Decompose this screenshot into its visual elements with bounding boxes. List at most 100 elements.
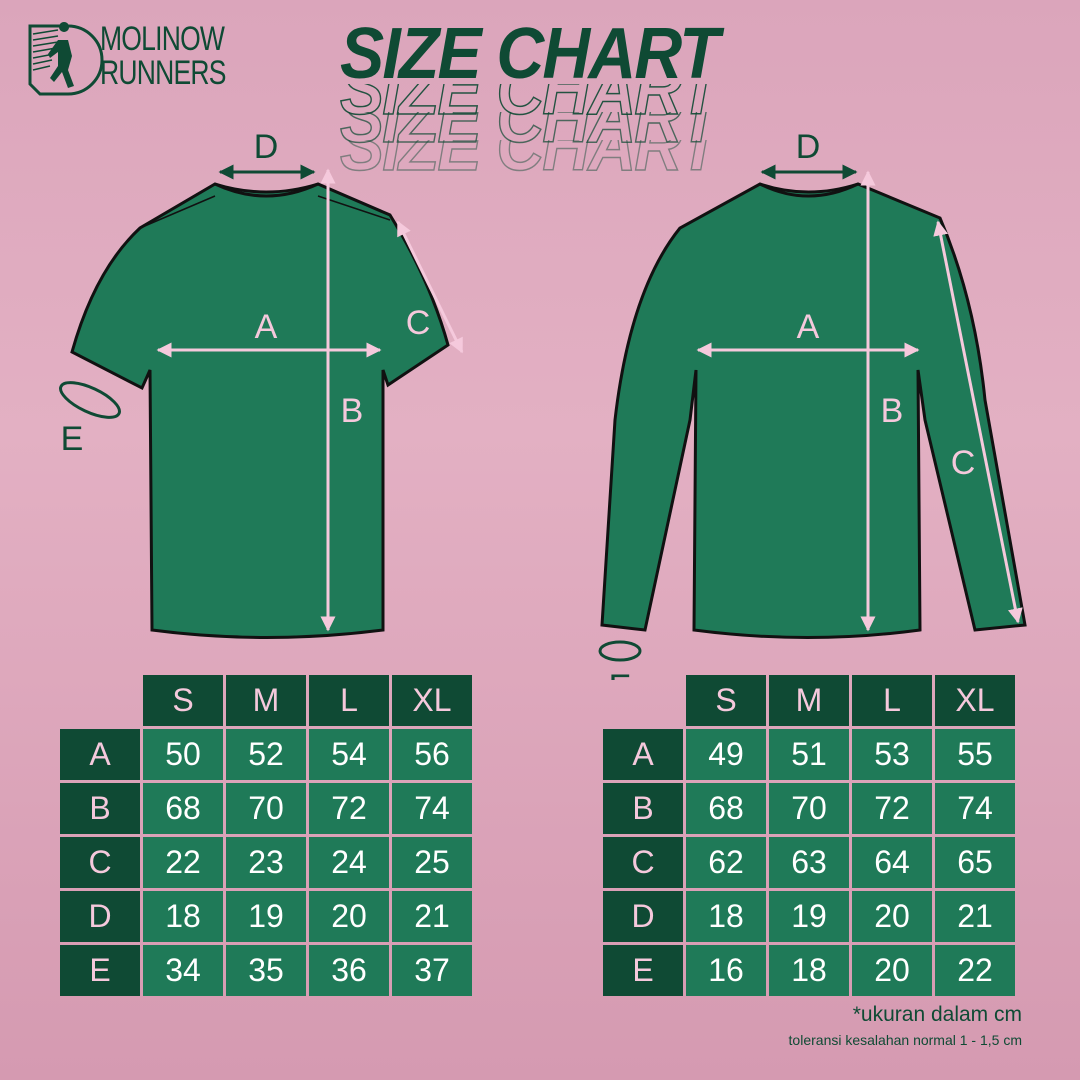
value-cell: 21 (392, 891, 472, 942)
label-e: E (61, 420, 84, 458)
value-cell: 51 (769, 729, 849, 780)
value-cell: 34 (143, 945, 223, 996)
table-row: E 16 18 20 22 (603, 945, 1015, 996)
brand-line1: MOLINOW (100, 20, 225, 58)
value-cell: 21 (935, 891, 1015, 942)
value-cell: 37 (392, 945, 472, 996)
table-row: A 50 52 54 56 (60, 729, 472, 780)
value-cell: 22 (143, 837, 223, 888)
value-cell: 16 (686, 945, 766, 996)
size-header: XL (935, 675, 1015, 726)
value-cell: 23 (226, 837, 306, 888)
header-row: S M L XL (60, 675, 472, 726)
row-label: C (603, 837, 683, 888)
value-cell: 24 (309, 837, 389, 888)
row-label: B (60, 783, 140, 834)
row-label: D (60, 891, 140, 942)
size-header: M (769, 675, 849, 726)
value-cell: 53 (852, 729, 932, 780)
label-c: C (951, 444, 976, 482)
row-label: C (60, 837, 140, 888)
tshirt-long-sleeve (600, 182, 1027, 639)
page-title: SIZE CHART (340, 14, 720, 94)
table-row: D 18 19 20 21 (60, 891, 472, 942)
value-cell: 18 (686, 891, 766, 942)
value-cell: 55 (935, 729, 1015, 780)
table-row: C 62 63 64 65 (603, 837, 1015, 888)
shirt-diagrams: D A B C E D A B C E (59, 128, 1027, 680)
row-label: B (603, 783, 683, 834)
value-cell: 65 (935, 837, 1015, 888)
value-cell: 25 (392, 837, 472, 888)
short-sleeve-size-table: S M L XL A 50 52 54 56 B 68 70 72 74 C 22 23 24 25 D 18 19 20 2… (57, 672, 475, 999)
table-row: C 22 23 24 25 (60, 837, 472, 888)
tolerance-note: toleransi kesalahan normal 1 - 1,5 cm (788, 1032, 1022, 1048)
table-row: A 49 51 53 55 (603, 729, 1015, 780)
label-a: A (255, 308, 278, 346)
row-label: E (60, 945, 140, 996)
value-cell: 70 (769, 783, 849, 834)
label-e: E (609, 668, 632, 680)
value-cell: 54 (309, 729, 389, 780)
table-row: B 68 70 72 74 (60, 783, 472, 834)
value-cell: 20 (309, 891, 389, 942)
corner-cell (603, 675, 683, 726)
label-a: A (797, 308, 820, 346)
value-cell: 20 (852, 945, 932, 996)
value-cell: 74 (392, 783, 472, 834)
value-cell: 56 (392, 729, 472, 780)
size-header: L (852, 675, 932, 726)
corner-cell (60, 675, 140, 726)
tshirt-short-sleeve (70, 182, 450, 639)
value-cell: 19 (226, 891, 306, 942)
size-header: S (686, 675, 766, 726)
value-cell: 64 (852, 837, 932, 888)
value-cell: 36 (309, 945, 389, 996)
size-header: L (309, 675, 389, 726)
row-label: E (603, 945, 683, 996)
value-cell: 35 (226, 945, 306, 996)
title-echo-text: SIZE CHART (340, 140, 718, 180)
brand-line2: RUNNERS (100, 54, 226, 92)
header-row: S M L XL (603, 675, 1015, 726)
value-cell: 62 (686, 837, 766, 888)
row-label: D (603, 891, 683, 942)
value-cell: 50 (143, 729, 223, 780)
size-header: XL (392, 675, 472, 726)
title-echo: SIZE CHART (340, 112, 718, 152)
title-echo: SIZE CHART (340, 140, 718, 180)
value-cell: 19 (769, 891, 849, 942)
value-cell: 18 (143, 891, 223, 942)
value-cell: 72 (309, 783, 389, 834)
value-cell: 70 (226, 783, 306, 834)
brand-name: MOLINOW RUNNERS (100, 22, 226, 90)
title-echo-text: SIZE CHART (340, 84, 718, 124)
table-row: E 34 35 36 37 (60, 945, 472, 996)
label-b: B (881, 392, 904, 430)
label-d: D (254, 128, 279, 166)
label-d: D (796, 128, 821, 166)
table-row: D 18 19 20 21 (603, 891, 1015, 942)
title-echo: SIZE CHART (340, 84, 718, 124)
value-cell: 68 (686, 783, 766, 834)
runner-logo-icon (28, 22, 104, 96)
unit-note: *ukuran dalam cm (852, 1003, 1022, 1026)
value-cell: 68 (143, 783, 223, 834)
table-row: B 68 70 72 74 (603, 783, 1015, 834)
value-cell: 20 (852, 891, 932, 942)
value-cell: 49 (686, 729, 766, 780)
label-c: C (406, 304, 431, 342)
label-b: B (341, 392, 364, 430)
size-header: S (143, 675, 223, 726)
long-sleeve-size-table: S M L XL A 49 51 53 55 B 68 70 72 74 C 62 63 64 65 D 18 19 20 2… (600, 672, 1018, 999)
title-echo-text: SIZE CHART (340, 112, 718, 152)
row-label: A (60, 729, 140, 780)
value-cell: 22 (935, 945, 1015, 996)
value-cell: 52 (226, 729, 306, 780)
value-cell: 63 (769, 837, 849, 888)
row-label: A (603, 729, 683, 780)
value-cell: 74 (935, 783, 1015, 834)
value-cell: 72 (852, 783, 932, 834)
size-header: M (226, 675, 306, 726)
value-cell: 18 (769, 945, 849, 996)
